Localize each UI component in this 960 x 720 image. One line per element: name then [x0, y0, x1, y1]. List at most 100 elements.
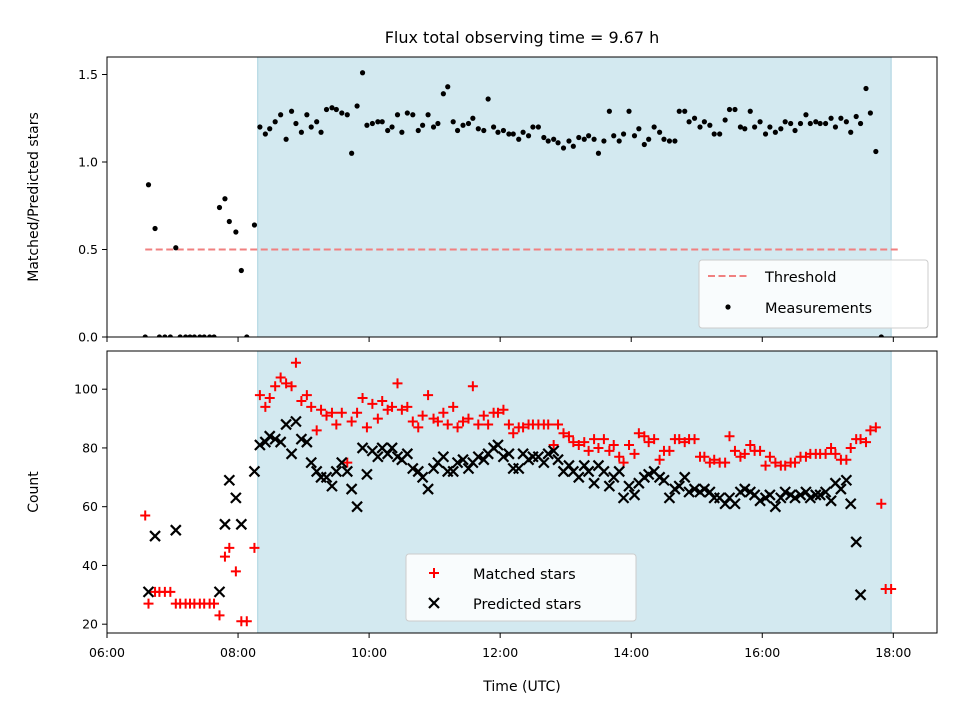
data-point: [512, 462, 525, 475]
data-point: [729, 497, 741, 510]
data-point: [658, 474, 670, 487]
data-point: [878, 334, 884, 337]
data-point: [270, 381, 281, 392]
data-point: [211, 334, 217, 337]
data-point: [435, 120, 441, 127]
x-tick-label: 06:00: [89, 645, 125, 660]
data-point: [341, 465, 354, 478]
data-point: [187, 334, 193, 337]
data-point: [165, 586, 176, 597]
data-point: [344, 112, 350, 118]
data-point: [167, 334, 173, 337]
data-point: [616, 138, 622, 144]
data-point: [581, 136, 587, 142]
data-point: [191, 334, 197, 337]
data-point: [345, 483, 358, 495]
data-point: [269, 433, 281, 445]
data-point: [813, 119, 819, 125]
data-point: [492, 439, 504, 451]
data-point: [143, 598, 154, 609]
data-point: [475, 126, 481, 132]
data-point: [835, 483, 847, 495]
data-point: [420, 122, 426, 128]
data-point: [451, 456, 464, 469]
data-point: [224, 542, 235, 553]
data-point: [673, 480, 686, 492]
data-point: [535, 124, 541, 130]
data-point: [364, 122, 370, 128]
data-point: [530, 124, 536, 130]
data-point: [688, 483, 701, 495]
data-point: [197, 334, 203, 337]
legend-measurements-label: Measurements: [765, 301, 872, 317]
data-point: [674, 434, 685, 445]
data-point: [415, 127, 421, 134]
data-point: [481, 127, 487, 134]
data-point: [233, 229, 239, 235]
data-point: [845, 442, 856, 453]
legend-box: [698, 259, 929, 329]
data-point: [241, 616, 252, 627]
data-point: [722, 117, 728, 123]
data-point: [757, 119, 763, 125]
data-point: [707, 122, 713, 128]
data-point: [304, 112, 310, 118]
data-point: [485, 96, 491, 102]
data-point: [598, 465, 610, 478]
data-point: [711, 131, 717, 137]
y-axis-label: Count: [26, 471, 42, 513]
data-point: [280, 418, 292, 431]
data-point: [790, 457, 801, 468]
data-point: [643, 437, 654, 448]
data-point: [422, 483, 434, 495]
data-point: [216, 204, 223, 211]
data-point: [173, 245, 179, 251]
y-tick-label: 0.5: [78, 242, 98, 257]
data-point: [737, 124, 744, 130]
data-point: [213, 586, 226, 598]
data-point: [331, 419, 342, 430]
data-point: [286, 381, 297, 392]
data-point: [333, 106, 339, 113]
data-point: [709, 454, 720, 465]
data-point: [606, 108, 612, 114]
data-point: [691, 115, 698, 121]
data-point: [407, 462, 419, 475]
data-point: [346, 416, 357, 427]
data-point: [543, 419, 554, 430]
data-point: [274, 436, 287, 448]
data-point: [657, 129, 663, 135]
data-point: [278, 112, 284, 118]
data-point: [235, 518, 248, 531]
data-point: [624, 440, 635, 450]
data-point: [357, 393, 368, 403]
x-tick-label: 16:00: [744, 645, 780, 660]
data-point: [306, 401, 317, 412]
data-point: [470, 115, 476, 121]
data-point: [272, 119, 278, 125]
data-point: [508, 428, 519, 439]
data-point: [445, 84, 451, 90]
data-point: [603, 480, 616, 492]
data-point: [764, 451, 775, 462]
data-point: [636, 126, 642, 132]
x-tick-label: 10:00: [351, 645, 387, 660]
data-point: [873, 148, 879, 155]
legend: Threshold Measurements: [698, 259, 929, 329]
data-point: [290, 415, 302, 428]
data-point: [140, 510, 151, 521]
data-point: [425, 112, 431, 118]
data-point: [754, 495, 766, 507]
data-point: [249, 542, 260, 553]
data-point: [145, 182, 152, 188]
data-point: [437, 450, 450, 463]
data-point: [377, 395, 388, 406]
data-point: [267, 126, 273, 132]
data-point: [598, 434, 609, 445]
data-point: [538, 456, 550, 469]
data-point: [209, 598, 220, 609]
data-point: [498, 404, 509, 415]
axes-frame: [106, 350, 938, 634]
data-point: [794, 489, 807, 501]
